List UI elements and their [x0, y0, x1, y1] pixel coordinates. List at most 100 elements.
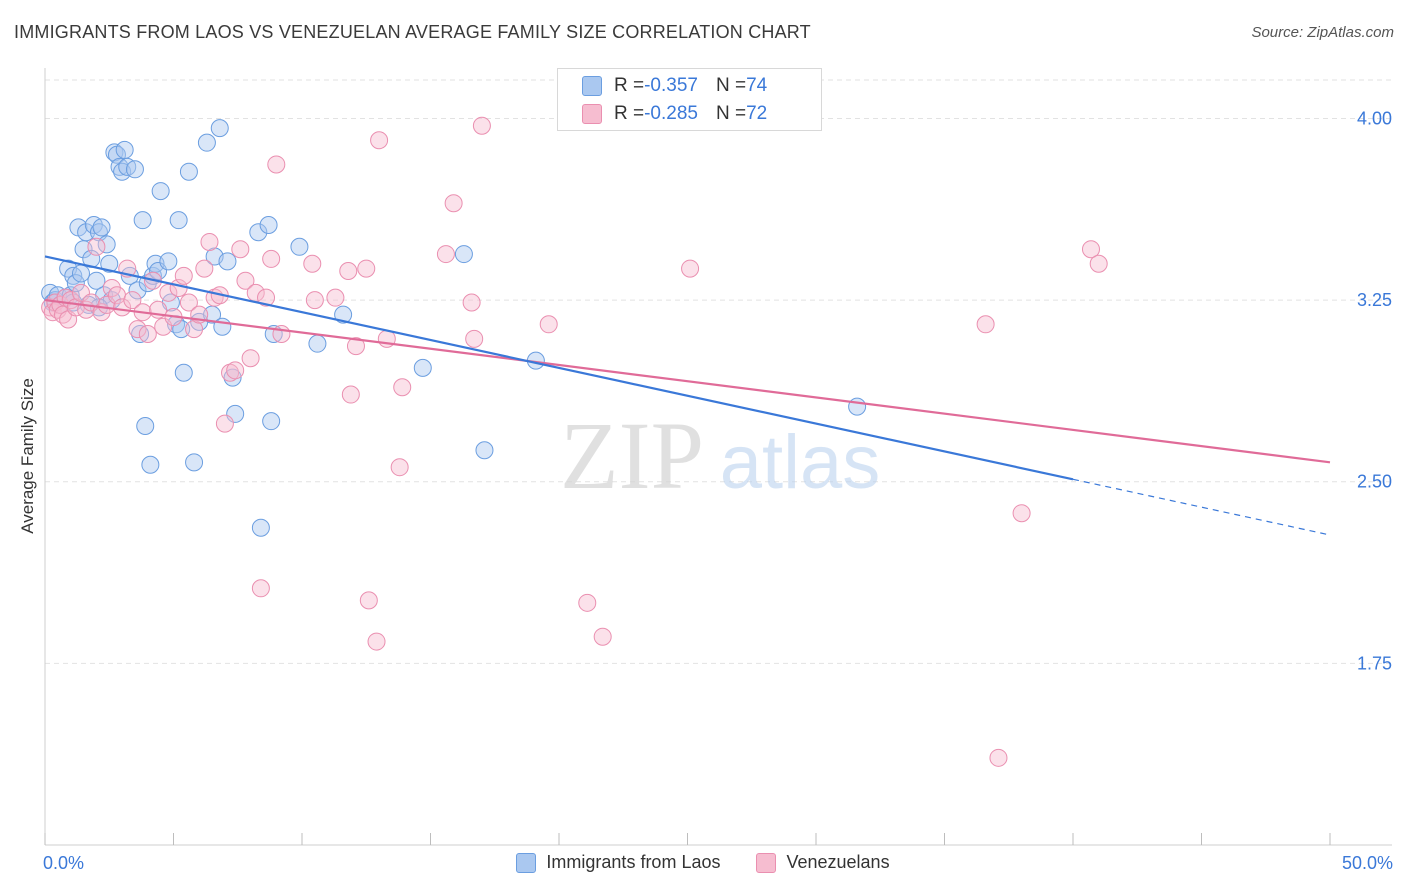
legend-item-laos[interactable]: Immigrants from Laos	[516, 852, 720, 873]
stats-legend-row-venezuelans: R = -0.285 N = 72	[582, 103, 767, 125]
x-tick-label: 0.0%	[43, 853, 84, 873]
data-point-venezuelans	[539, 315, 558, 334]
tick-labels: 1.75 2.50 3.25 4.00 0.0% 50.0%	[43, 108, 1393, 873]
data-point-venezuelans	[367, 632, 386, 651]
r-label: R =	[614, 103, 645, 124]
data-point-venezuelans	[257, 288, 276, 307]
data-point-laos	[87, 271, 106, 290]
trend-line-laos-extrapolated	[1072, 478, 1331, 536]
data-point-venezuelans	[976, 315, 995, 334]
data-point-venezuelans	[303, 254, 322, 273]
data-point-venezuelans	[262, 249, 281, 268]
data-point-laos	[249, 223, 268, 242]
y-tick-label: 2.50	[1357, 472, 1392, 492]
grid-lines	[45, 79, 1392, 664]
n-value-laos: 74	[746, 75, 768, 96]
data-point-laos	[136, 417, 155, 436]
data-point-venezuelans	[221, 363, 240, 382]
series-legend: Immigrants from Laos Venezuelans	[0, 852, 1406, 873]
n-label: N =	[715, 103, 747, 124]
watermark-atlas: atlas	[720, 420, 881, 505]
data-point-laos	[413, 358, 432, 377]
axes	[44, 68, 1392, 846]
n-value-venezuelans: 72	[746, 103, 768, 124]
data-point-laos	[100, 254, 119, 273]
data-point-laos	[133, 211, 152, 230]
data-point-laos	[475, 441, 494, 460]
data-point-venezuelans	[174, 266, 193, 285]
data-point-venezuelans	[185, 320, 204, 339]
data-point-venezuelans	[681, 259, 700, 278]
data-point-venezuelans	[226, 361, 245, 380]
data-point-venezuelans	[341, 385, 360, 404]
data-point-laos	[151, 182, 170, 201]
data-point-venezuelans	[359, 591, 378, 610]
trend-lines	[44, 255, 1331, 536]
chart-source: Source: ZipAtlas.com	[1251, 24, 1394, 41]
data-point-laos	[290, 237, 309, 256]
data-point-venezuelans	[989, 748, 1008, 767]
series-venezuelans	[41, 116, 1108, 767]
data-point-venezuelans	[444, 194, 463, 213]
data-point-laos	[185, 453, 204, 472]
y-tick-label: 4.00	[1357, 108, 1392, 128]
data-point-venezuelans	[215, 414, 234, 433]
r-value-laos: -0.357	[644, 75, 698, 96]
stats-legend-row-laos: R = -0.357 N = 74	[582, 75, 767, 97]
data-point-venezuelans	[1012, 504, 1031, 523]
data-point-laos	[223, 368, 242, 387]
data-point-laos	[66, 274, 85, 293]
data-point-laos	[454, 245, 473, 264]
legend-item-venezuelans[interactable]: Venezuelans	[756, 852, 890, 873]
data-point-venezuelans	[231, 240, 250, 259]
data-point-laos	[131, 324, 150, 343]
data-point-laos	[174, 363, 193, 382]
legend-label-laos: Immigrants from Laos	[546, 852, 721, 872]
data-point-laos	[259, 216, 278, 234]
y-tick-label: 3.25	[1357, 290, 1392, 310]
data-point-venezuelans	[339, 262, 358, 281]
data-point-venezuelans	[390, 458, 409, 477]
watermark-zip: ZIP	[560, 402, 704, 509]
data-point-laos	[179, 162, 198, 181]
n-label: N =	[715, 75, 747, 96]
data-point-venezuelans	[272, 324, 291, 343]
r-value-venezuelans: -0.285	[644, 103, 698, 124]
legend-swatch-blue	[516, 852, 537, 873]
data-point-laos	[218, 252, 237, 271]
data-point-venezuelans	[267, 155, 286, 174]
chart-title: IMMIGRANTS FROM LAOS VS VENEZUELAN AVERA…	[14, 22, 811, 42]
data-point-venezuelans	[346, 337, 365, 356]
data-point-laos	[159, 252, 178, 271]
data-point-venezuelans	[87, 237, 106, 256]
data-point-venezuelans	[123, 291, 142, 310]
legend-swatch-blue	[582, 76, 602, 96]
legend-label-venezuelans: Venezuelans	[786, 852, 890, 872]
data-point-laos	[110, 157, 129, 176]
data-point-venezuelans	[578, 593, 597, 612]
data-point-venezuelans	[138, 324, 157, 343]
data-point-venezuelans	[195, 259, 214, 278]
data-point-venezuelans	[393, 378, 412, 397]
data-point-venezuelans	[236, 271, 255, 290]
data-point-laos	[197, 133, 216, 152]
data-point-venezuelans	[1089, 254, 1108, 273]
data-point-venezuelans	[305, 291, 324, 310]
data-point-venezuelans	[357, 259, 376, 278]
data-point-venezuelans	[200, 232, 219, 251]
legend-swatch-pink	[756, 852, 777, 873]
series-immigrants-from-laos	[41, 119, 867, 537]
data-point-laos	[251, 518, 270, 537]
data-point-laos	[71, 264, 90, 283]
data-point-venezuelans	[370, 131, 389, 150]
data-point-laos	[308, 334, 327, 353]
data-point-venezuelans	[436, 245, 455, 264]
data-point-laos	[210, 119, 229, 138]
watermark: ZIP atlas	[560, 402, 880, 509]
data-point-venezuelans	[593, 627, 612, 646]
r-label: R =	[614, 75, 645, 96]
data-point-venezuelans	[179, 293, 198, 312]
data-point-laos	[334, 305, 353, 324]
data-point-laos	[125, 160, 144, 179]
